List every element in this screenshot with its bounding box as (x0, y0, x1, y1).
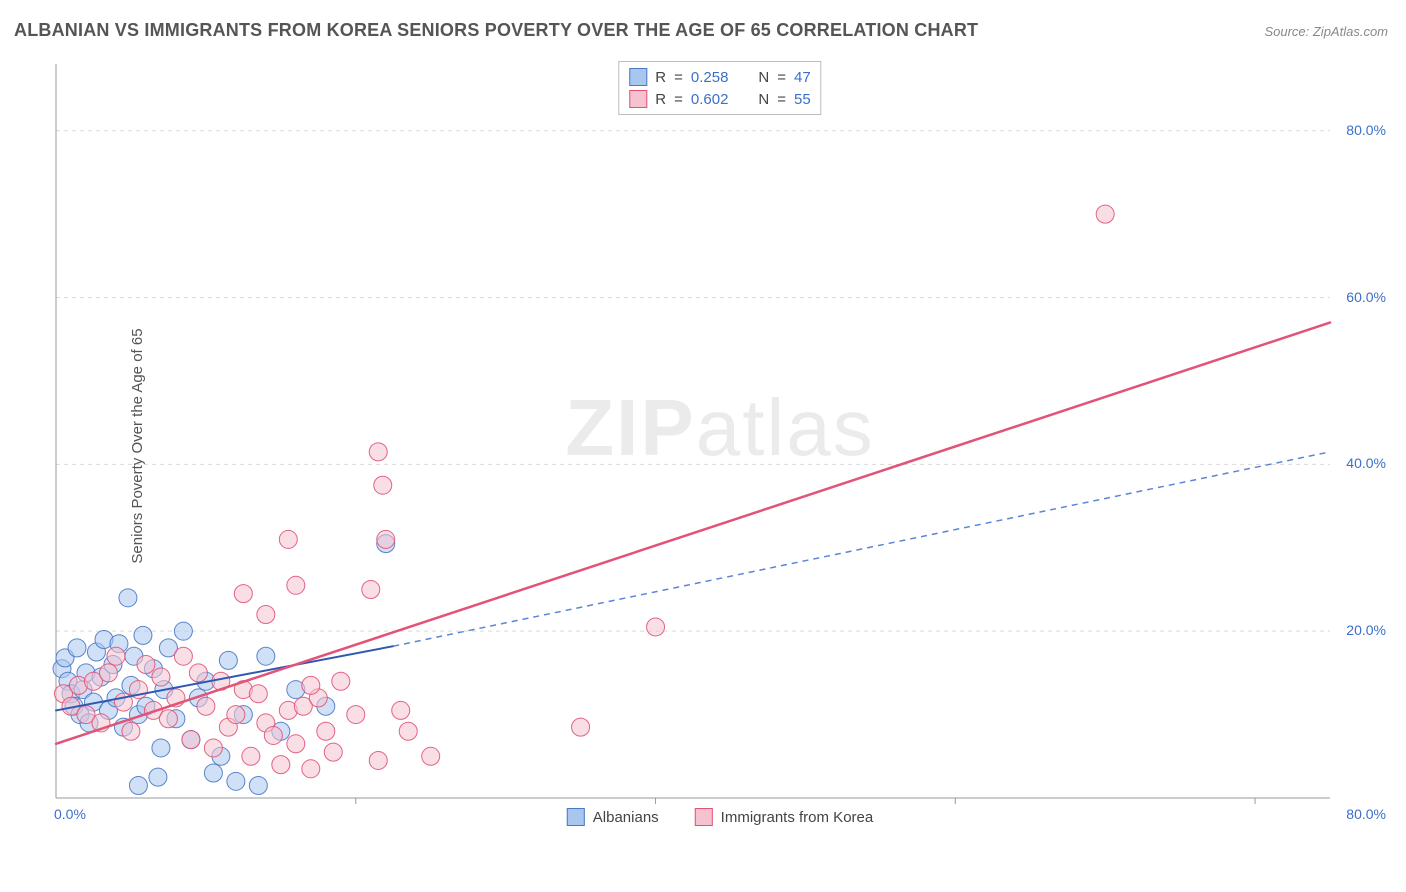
series-legend-item-korea: Immigrants from Korea (695, 808, 874, 826)
series-swatch-albanians (567, 808, 585, 826)
legend-r-value-korea: 0.602 (691, 91, 729, 108)
legend-eq: = (674, 69, 683, 86)
x-tick-label: 80.0% (1286, 806, 1386, 822)
series-label-albanians: Albanians (593, 809, 659, 826)
legend-row-albanians: R = 0.258 N = 47 (629, 66, 810, 88)
y-tick-label: 40.0% (1346, 455, 1386, 471)
series-swatch-korea (695, 808, 713, 826)
legend-r-label: R (655, 91, 666, 108)
series-legend-item-albanians: Albanians (567, 808, 659, 826)
y-tick-label: 20.0% (1346, 622, 1386, 638)
legend-swatch-albanians (629, 68, 647, 86)
scatter-chart (50, 58, 1390, 828)
legend-r-value-albanians: 0.258 (691, 69, 729, 86)
legend-eq: = (777, 69, 786, 86)
series-label-korea: Immigrants from Korea (721, 809, 874, 826)
x-tick-label: 0.0% (54, 806, 86, 822)
plot-area: ZIPatlas R=0.258N=47R=0.602N=55 Albanian… (50, 58, 1390, 828)
legend-eq: = (674, 91, 683, 108)
legend-n-value-korea: 55 (794, 91, 811, 108)
y-tick-label: 80.0% (1346, 122, 1386, 138)
legend-row-korea: R = 0.602 N = 55 (629, 88, 810, 110)
source-attribution: Source: ZipAtlas.com (1264, 24, 1388, 39)
series-legend: Albanians Immigrants from Korea (567, 808, 873, 826)
legend-n-value-albanians: 47 (794, 69, 811, 86)
legend-swatch-korea (629, 90, 647, 108)
y-tick-label: 60.0% (1346, 289, 1386, 305)
legend-n-label: N (758, 69, 769, 86)
legend-r-label: R (655, 69, 666, 86)
legend-eq: = (777, 91, 786, 108)
chart-title: ALBANIAN VS IMMIGRANTS FROM KOREA SENIOR… (14, 20, 978, 41)
legend-n-label: N (758, 91, 769, 108)
correlation-legend: R = 0.258 N = 47 R = 0.602 N = 55 (618, 61, 821, 115)
